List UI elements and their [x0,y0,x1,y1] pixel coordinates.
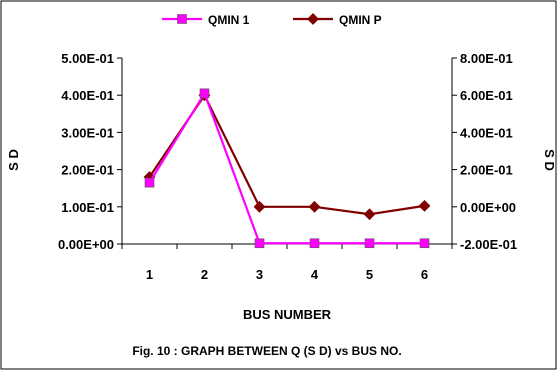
x-tick-label: 4 [311,267,319,282]
data-point-marker [364,238,375,249]
figure-caption: Fig. 10 : GRAPH BETWEEN Q (S D) vs BUS N… [132,344,401,358]
data-point-marker [419,238,430,249]
data-point-marker [144,177,155,188]
x-tick-label: 5 [366,267,373,282]
data-point-marker [254,238,265,249]
data-point-marker [308,200,321,213]
x-tick-label: 1 [146,267,153,282]
y-tick-label-right: 0.00E+00 [460,200,516,215]
legend-item: QMIN 1 [162,13,250,27]
legend: QMIN 1 QMIN P [162,13,382,27]
y-tick-label-right: -2.00E-01 [460,237,517,252]
data-point-marker [418,199,431,212]
legend-label: QMIN 1 [208,13,250,27]
series-qmin-1 [144,88,430,249]
y-tick-label-left: 2.00E-01 [61,163,114,178]
y-tick-label-right: 8.00E-01 [460,51,513,66]
data-point-marker [199,88,210,99]
y-tick-label-right: 2.00E-01 [460,163,513,178]
x-tick-label: 6 [421,267,428,282]
legend-label: QMIN P [339,13,382,27]
x-axis-title: BUS NUMBER [243,307,332,322]
y-tick-label-right: 6.00E-01 [460,88,513,103]
y-tick-label-left: 1.00E-01 [61,200,114,215]
y-tick-label-right: 4.00E-01 [460,125,513,140]
y-tick-label-left: 4.00E-01 [61,88,114,103]
y-tick-label-left: 3.00E-01 [61,125,114,140]
data-point-marker [307,13,319,25]
x-tick-label: 2 [201,267,208,282]
data-point-marker [177,14,187,24]
data-point-marker [253,200,266,213]
y-axis-title-right: S D [542,149,557,171]
data-point-marker [309,238,320,249]
y-tick-label-left: 0.00E+00 [58,237,114,252]
y-tick-label-left: 5.00E-01 [61,51,114,66]
x-tick-label: 3 [256,267,263,282]
axes: 0.00E+00 1.00E-01 2.00E-01 3.00E-01 4.00E-01… [58,51,517,282]
chart-frame [0,0,557,370]
series-line [148,90,425,245]
series-layer [143,88,431,249]
y-axis-title-left: S D [6,149,21,171]
data-point-marker [363,208,376,221]
legend-item: QMIN P [293,13,382,27]
